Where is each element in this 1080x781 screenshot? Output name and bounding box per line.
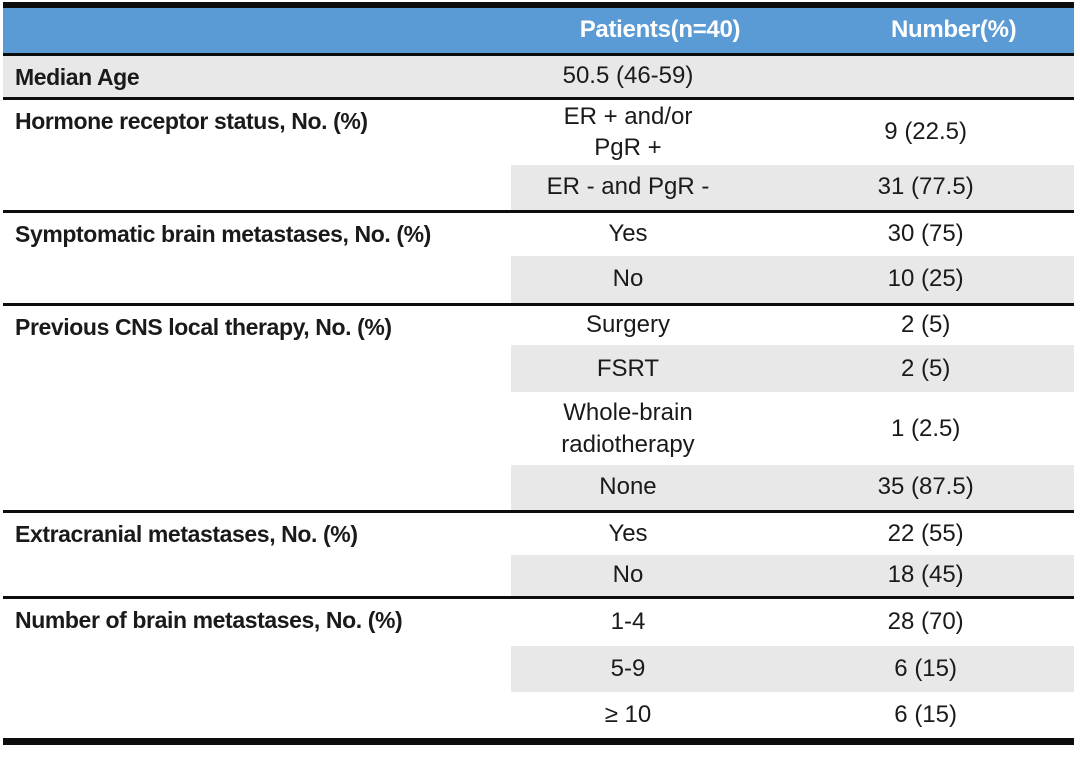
row-group-label: Symptomatic brain metastases, No. (%) (3, 209, 511, 304)
row-group-label: Number of brain metastases, No. (%) (3, 595, 511, 738)
cell-number: 9 (22.5) (777, 96, 1074, 165)
cell-patients: Yes (510, 209, 778, 256)
table-row: Number of brain metastases, No. (%) 1-4 … (3, 595, 1074, 738)
table-row: Extracranial metastases, No. (%) Yes 22 … (3, 509, 1074, 597)
table-row: FSRT 2 (5) (3, 345, 1074, 392)
header-empty-cell (3, 8, 511, 56)
row-group-label: Median Age (3, 54, 511, 98)
cell-number: 35 (87.5) (777, 465, 1074, 511)
cell-number: 6 (15) (777, 646, 1074, 692)
cell-number: 10 (25) (777, 256, 1074, 304)
cell-number: 31 (77.5) (777, 165, 1074, 211)
data-table: Patients(n=40) Number(%) Median Age 50.5… (3, 8, 1074, 738)
cell-patients: 1-4 (510, 595, 778, 646)
header-patients: Patients(n=40) (510, 8, 778, 56)
patient-characteristics-table: Patients(n=40) Number(%) Median Age 50.5… (3, 2, 1074, 745)
cell-patients: No (510, 555, 778, 597)
cell-patients: Whole-brain radiotherapy (561, 399, 695, 458)
table-row: Whole-brain radiotherapy 1 (2.5) (3, 392, 1074, 465)
cell-number: 18 (45) (777, 555, 1074, 597)
cell-number: 2 (5) (777, 345, 1074, 392)
row-group-label: Previous CNS local therapy, No. (%) (3, 302, 511, 511)
cell-patients: ≥ 10 (604, 701, 652, 728)
table-row: No 10 (25) (3, 256, 1074, 304)
cell-number: 22 (55) (777, 509, 1074, 555)
table-row: Hormone receptor status, No. (%) ER + an… (3, 96, 1074, 211)
cell-patients: 50.5 (46-59) (510, 54, 778, 98)
cell-patients: Yes (510, 509, 778, 555)
table-row: No 18 (45) (3, 555, 1074, 597)
header-number: Number(%) (777, 8, 1074, 56)
cell-patients: 5-9 (510, 646, 778, 692)
table-row: ≥ 10 6 (15) (3, 692, 1074, 738)
cell-number: 28 (70) (777, 595, 1074, 646)
table-row: Previous CNS local therapy, No. (%) Surg… (3, 302, 1074, 511)
cell-number: 2 (5) (777, 302, 1074, 345)
cell-number: 30 (75) (777, 209, 1074, 256)
cell-number (777, 54, 1074, 98)
cell-patients: ER + and/or PgR + (510, 96, 778, 165)
cell-patients: ER - and PgR - (510, 165, 778, 211)
table-row: Symptomatic brain metastases, No. (%) Ye… (3, 209, 1074, 304)
cell-number: 6 (15) (894, 701, 957, 728)
cell-number: 1 (2.5) (890, 414, 961, 442)
row-group-label: Hormone receptor status, No. (%) (3, 96, 511, 211)
table-row: None 35 (87.5) (3, 465, 1074, 511)
table-row: ER - and PgR - 31 (77.5) (3, 165, 1074, 211)
table-header-row: Patients(n=40) Number(%) (3, 8, 1074, 56)
cell-patients: None (510, 465, 778, 511)
table-row: 5-9 6 (15) (3, 646, 1074, 692)
table-row: Median Age 50.5 (46-59) (3, 54, 1074, 98)
row-group-label: Extracranial metastases, No. (%) (3, 509, 511, 597)
cell-patients: FSRT (510, 345, 778, 392)
cell-patients: Surgery (510, 302, 778, 345)
cell-patients: No (510, 256, 778, 304)
